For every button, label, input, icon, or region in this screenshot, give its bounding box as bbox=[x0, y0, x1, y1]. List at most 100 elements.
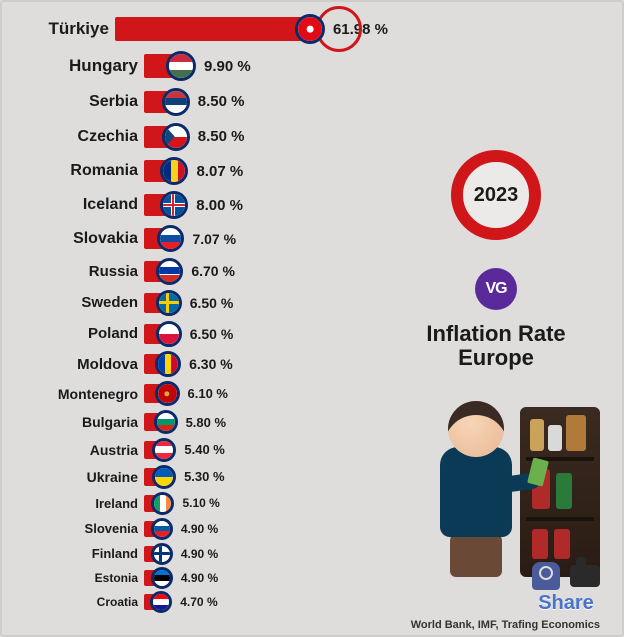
value-label: 8.50 % bbox=[198, 93, 245, 110]
value-label: 61.98 % bbox=[333, 21, 388, 38]
year-text: 2023 bbox=[474, 184, 519, 207]
country-label: Ukraine bbox=[8, 469, 144, 485]
jar-icon bbox=[548, 425, 562, 451]
chart-row: Moldova 6.30 % bbox=[8, 349, 388, 379]
flag-icon bbox=[150, 591, 172, 613]
value-label: 6.50 % bbox=[190, 326, 234, 342]
year-badge: 2023 bbox=[451, 150, 541, 240]
source-text: World Bank, IMF, Trafing Economics bbox=[411, 619, 600, 631]
flag-icon bbox=[160, 157, 188, 185]
bar-wrap bbox=[144, 546, 173, 562]
bar bbox=[115, 17, 303, 41]
flag-icon bbox=[156, 321, 182, 347]
bar-wrap bbox=[144, 261, 183, 282]
can-icon bbox=[532, 529, 548, 559]
chart-row: Czechia8.50 % bbox=[8, 119, 388, 154]
flag-icon bbox=[152, 465, 176, 489]
value-label: 6.10 % bbox=[188, 386, 228, 401]
country-label: Croatia bbox=[8, 595, 144, 609]
country-label: Bulgaria bbox=[8, 414, 144, 430]
bar-wrap bbox=[144, 413, 178, 431]
share-area: Share bbox=[532, 562, 600, 615]
flag-icon bbox=[155, 351, 181, 377]
country-label: Iceland bbox=[8, 196, 144, 214]
chart-row: Slovakia7.07 % bbox=[8, 222, 388, 255]
country-label: Türkiye bbox=[8, 19, 115, 39]
illustration-boy-shopping bbox=[410, 377, 600, 577]
bar-wrap bbox=[144, 441, 176, 459]
flag-icon bbox=[157, 225, 184, 252]
bar-wrap bbox=[144, 354, 181, 374]
country-label: Russia bbox=[8, 263, 144, 280]
country-label: Slovakia bbox=[8, 230, 144, 248]
bar-wrap bbox=[144, 54, 196, 78]
boy-body bbox=[440, 447, 512, 537]
country-label: Poland bbox=[8, 325, 144, 342]
value-label: 6.70 % bbox=[191, 263, 235, 279]
chart-row: Türkiye 61.98 % bbox=[8, 10, 388, 48]
chart-row: Poland 6.50 % bbox=[8, 318, 388, 349]
chart-row: Austria 5.40 % bbox=[8, 436, 388, 463]
country-label: Finland bbox=[8, 546, 144, 561]
title-line-1: Inflation Rate bbox=[426, 321, 565, 346]
thumbs-up-icon[interactable] bbox=[570, 565, 600, 587]
value-label: 4.90 % bbox=[181, 522, 218, 536]
country-label: Romania bbox=[8, 162, 144, 180]
country-label: Austria bbox=[8, 442, 144, 458]
value-label: 5.30 % bbox=[184, 469, 224, 484]
country-label: Moldova bbox=[8, 356, 144, 373]
flag-icon bbox=[151, 543, 173, 565]
value-label: 4.90 % bbox=[181, 571, 218, 585]
chart-row: Ukraine 5.30 % bbox=[8, 463, 388, 490]
value-label: 6.30 % bbox=[189, 356, 233, 372]
chart-row: Croatia 4.70 % bbox=[8, 590, 388, 614]
chart-row: Sweden 6.50 % bbox=[8, 287, 388, 318]
bar-chart: Türkiye61.98 %Hungary9.90 %Serbia8.50 %C… bbox=[0, 10, 388, 614]
logo-badge: VG bbox=[475, 268, 517, 310]
bar-wrap bbox=[144, 126, 190, 148]
value-label: 4.70 % bbox=[180, 595, 217, 609]
chart-title: Inflation Rate Europe bbox=[396, 322, 596, 370]
value-label: 9.90 % bbox=[204, 58, 251, 75]
flag-icon bbox=[151, 567, 173, 589]
bar-wrap bbox=[115, 17, 325, 41]
bar-wrap bbox=[144, 91, 190, 113]
flag-icon bbox=[154, 410, 178, 434]
bar-wrap bbox=[144, 160, 188, 182]
value-label: 5.10 % bbox=[182, 496, 219, 510]
bar-wrap bbox=[144, 293, 182, 313]
title-line-2: Europe bbox=[458, 345, 534, 370]
flag-icon bbox=[162, 123, 190, 151]
chart-row: Bulgaria 5.80 % bbox=[8, 408, 388, 436]
country-label: Sweden bbox=[8, 294, 144, 311]
share-label[interactable]: Share bbox=[538, 592, 594, 615]
boy-arm bbox=[493, 472, 541, 494]
bar-wrap bbox=[144, 468, 176, 486]
flag-icon bbox=[155, 381, 180, 406]
shelf bbox=[520, 407, 600, 577]
can-icon bbox=[554, 529, 570, 559]
chart-row: Estonia4.90 % bbox=[8, 566, 388, 590]
bar-wrap bbox=[144, 594, 172, 610]
bar-wrap bbox=[144, 384, 180, 403]
chart-row: Russia 6.70 % bbox=[8, 255, 388, 287]
value-label: 5.40 % bbox=[184, 442, 224, 457]
value-label: 8.07 % bbox=[196, 163, 243, 180]
chart-row: Slovenia 4.90 % bbox=[8, 516, 388, 541]
value-label: 6.50 % bbox=[190, 295, 234, 311]
flag-icon bbox=[160, 191, 188, 219]
money-icon bbox=[527, 457, 549, 486]
boy-legs bbox=[450, 531, 502, 577]
logo-text: VG bbox=[485, 280, 506, 298]
value-label: 5.80 % bbox=[186, 415, 226, 430]
key-icon[interactable] bbox=[532, 562, 560, 590]
bar-wrap bbox=[144, 324, 182, 344]
value-label: 4.90 % bbox=[181, 547, 218, 561]
bar-wrap bbox=[144, 495, 174, 512]
flag-icon bbox=[152, 438, 176, 462]
chart-row: Montenegro6.10 % bbox=[8, 379, 388, 408]
country-label: Slovenia bbox=[8, 521, 144, 536]
infographic-page: Türkiye61.98 %Hungary9.90 %Serbia8.50 %C… bbox=[0, 0, 624, 637]
bar-wrap bbox=[144, 570, 173, 586]
flag-icon bbox=[162, 88, 190, 116]
